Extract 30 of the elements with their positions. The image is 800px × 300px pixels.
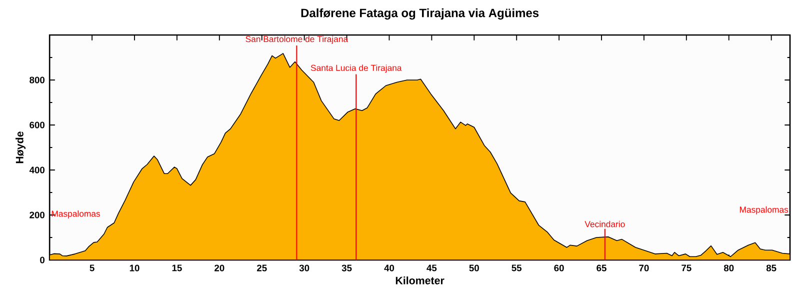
x-tick-label: 10 bbox=[130, 264, 140, 272]
x-tick-label: 80 bbox=[724, 264, 734, 272]
x-tick-label: 70 bbox=[639, 264, 649, 272]
x-tick-label: 35 bbox=[342, 264, 352, 272]
x-tick-label: 25 bbox=[256, 264, 267, 272]
x-tick-label: 50 bbox=[469, 264, 479, 272]
x-tick-label: 85 bbox=[766, 264, 776, 272]
y-tick-label: 400 bbox=[29, 166, 45, 174]
x-tick-label: 55 bbox=[512, 264, 522, 272]
x-tick-label: 65 bbox=[596, 264, 606, 272]
x-tick-label: 75 bbox=[682, 264, 692, 272]
x-tick-label: 20 bbox=[214, 264, 224, 272]
ref-line-label: Santa Lucia de Tirajana bbox=[310, 64, 402, 73]
x-axis-title: Kilometer bbox=[396, 276, 444, 284]
annotation: Maspalomas bbox=[740, 206, 788, 214]
x-tick-label: 15 bbox=[172, 264, 182, 272]
annotation: Maspalomas bbox=[52, 210, 100, 218]
x-tick-label: 30 bbox=[299, 264, 310, 272]
x-tick-label: 40 bbox=[384, 264, 394, 272]
y-tick-label: 600 bbox=[30, 122, 45, 128]
y-axis-title: Høyde bbox=[16, 132, 26, 164]
ref-line-label: Vecindario bbox=[584, 220, 625, 228]
x-tick-label: 5 bbox=[90, 264, 94, 272]
chart-title: Dalførene Fataga og Tirajana via Agüimes bbox=[301, 8, 539, 20]
y-tick-label: 200 bbox=[30, 212, 45, 218]
x-tick-label: 60 bbox=[554, 264, 564, 272]
ref-line-label: San Bartolome de Tirajana bbox=[246, 36, 348, 44]
y-tick-label: 800 bbox=[30, 76, 45, 84]
x-tick-label: 45 bbox=[426, 264, 437, 272]
y-tick-label: 0 bbox=[40, 256, 45, 264]
